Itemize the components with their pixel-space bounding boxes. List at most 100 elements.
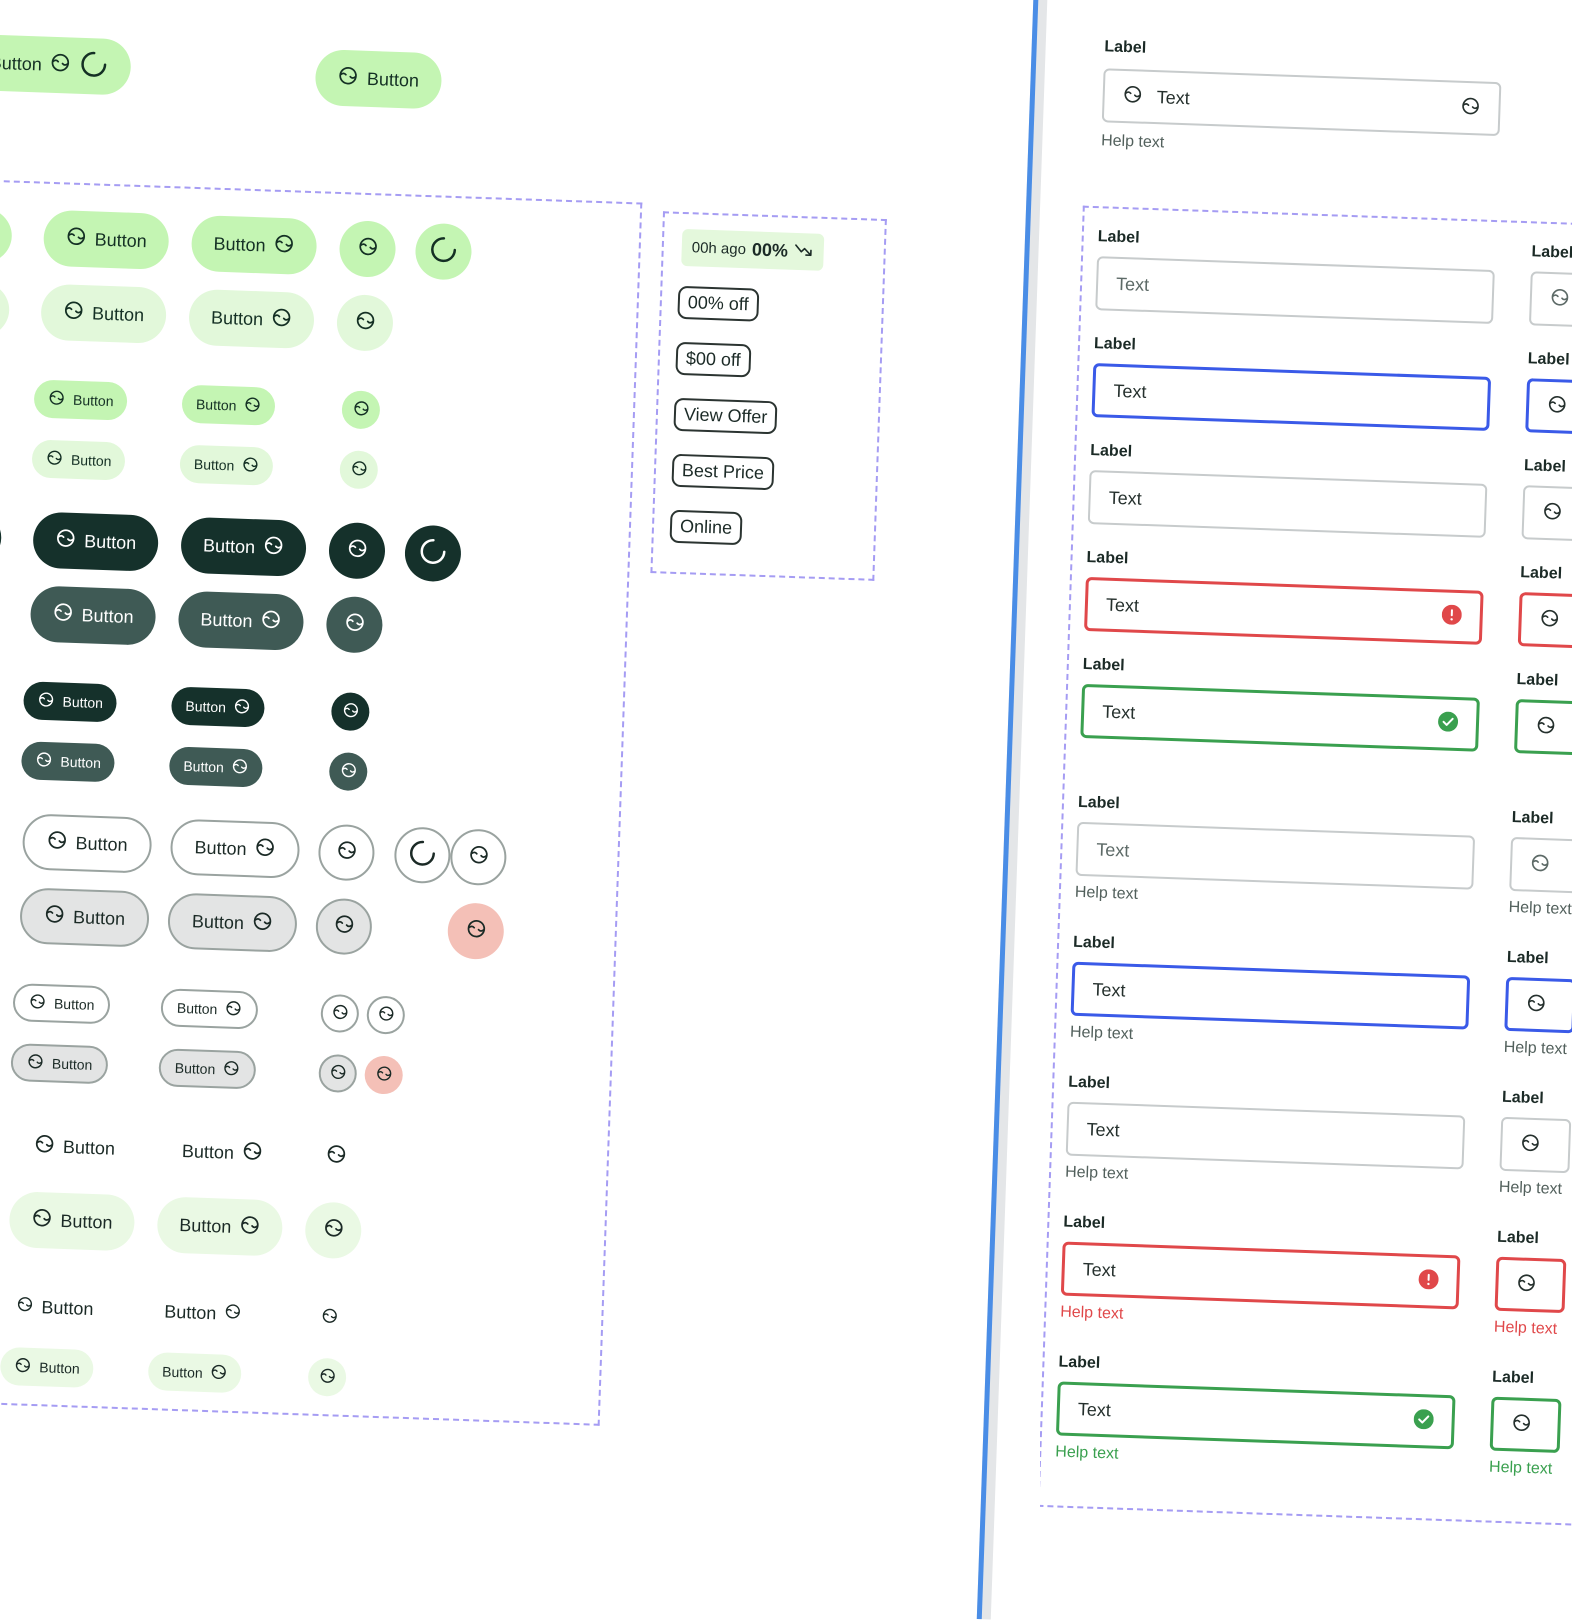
text-input-err[interactable]: Text: [1084, 576, 1484, 645]
button-icon-right-g1-lg[interactable]: Button: [190, 214, 318, 276]
text-input-focus[interactable]: [1525, 378, 1572, 435]
button-icon-right-o1-lg[interactable]: Button: [169, 818, 301, 879]
button-icon-left-o2-lg[interactable]: Button: [19, 887, 151, 948]
icon-button-o1-lg[interactable]: [317, 823, 376, 882]
smiley-icon: [1460, 95, 1481, 121]
button-icon-left-o2-sm[interactable]: Button: [10, 1043, 110, 1085]
button-icon-left-o1-lg[interactable]: Button: [21, 813, 153, 874]
button-label: Button: [70, 451, 112, 470]
button-icon-left-gp-lg[interactable]: Button: [8, 1191, 136, 1252]
button-icon-right-g2-sm[interactable]: Button: [179, 444, 275, 486]
button-icon-right-d1-sm[interactable]: Button: [170, 686, 266, 728]
button-label: Button: [53, 995, 95, 1013]
icon-button-gp-lg[interactable]: [304, 1201, 363, 1260]
icon-button-o2-lg[interactable]: [314, 897, 373, 956]
text-input-icons[interactable]: Text: [1101, 68, 1502, 137]
button-icon-left-d2-sm[interactable]: Button: [20, 741, 116, 783]
button-icon-right-gh-lg[interactable]: Button: [159, 1122, 286, 1182]
smiley-icon: [1530, 852, 1551, 878]
loading-icon-button[interactable]: [414, 222, 473, 281]
button-icon-right-g1-sm[interactable]: Button: [181, 384, 277, 426]
icon-button-gp-sm[interactable]: [307, 1357, 347, 1397]
button-label: Button: [60, 1210, 113, 1233]
button-icon-left-g2-lg[interactable]: Button: [40, 283, 168, 344]
button-icon-left-o1-sm[interactable]: Button: [12, 983, 112, 1025]
button-icon-right-d2-sm[interactable]: Button: [168, 746, 264, 788]
button-icon-left-d1-lg[interactable]: Button: [32, 511, 160, 572]
icon-button-o2-sm[interactable]: [318, 1053, 358, 1094]
icon-button-g1-lg[interactable]: [338, 220, 397, 278]
button-icon-right-gp-sm[interactable]: Button: [147, 1352, 243, 1394]
icon-button-g2-sm[interactable]: [339, 450, 379, 490]
button-label: Button: [94, 228, 148, 251]
button-icon-left-g2-sm[interactable]: Button: [31, 439, 127, 481]
button-icon-left-gh-sm[interactable]: Button: [2, 1287, 108, 1329]
button-icon-left-d1-sm[interactable]: Button: [22, 681, 118, 723]
button-icon-right-o2-sm[interactable]: Button: [158, 1048, 257, 1090]
chip-4[interactable]: Online: [669, 509, 743, 546]
destructive-icon-button[interactable]: [364, 1055, 404, 1095]
chip-2[interactable]: View Offer: [673, 397, 778, 435]
button-icon-right-d1-lg[interactable]: Button: [180, 516, 308, 577]
outline-icon-button[interactable]: [366, 995, 406, 1035]
smiley-icon: [49, 52, 71, 79]
smiley-icon: [375, 1065, 393, 1086]
text-input-filled[interactable]: [1521, 485, 1572, 542]
button-icon-left-d2-lg[interactable]: Button: [29, 585, 157, 646]
chip-3[interactable]: Best Price: [671, 453, 775, 491]
destructive-icon-button[interactable]: [446, 902, 505, 961]
smiley-icon: [16, 1295, 34, 1318]
field-label: Label: [1077, 793, 1121, 813]
smiley-icon: [242, 456, 260, 477]
button-icon-right-o2-lg[interactable]: Button: [167, 892, 298, 953]
text-input-err[interactable]: [1494, 1256, 1567, 1314]
smiley-icon: [254, 836, 276, 863]
button-icon-right-gh-sm[interactable]: Button: [150, 1292, 256, 1334]
button-label: Button: [91, 302, 145, 325]
text-input-default[interactable]: [1509, 836, 1572, 894]
button-label: Button: [191, 910, 245, 933]
button-icon-right-d2-lg[interactable]: Button: [177, 590, 305, 651]
button-icon-right-o1-sm[interactable]: Button: [160, 988, 260, 1030]
text-input-default[interactable]: [1528, 271, 1572, 328]
button-icon-left-gp-sm[interactable]: Button: [0, 1346, 95, 1389]
button-icon-right-g2-lg[interactable]: Button: [188, 288, 316, 350]
button-label: Button: [83, 530, 137, 553]
smiley-icon: [241, 1140, 263, 1167]
icon-button-gh-lg[interactable]: [307, 1127, 365, 1185]
text-input-ok[interactable]: [1514, 699, 1572, 756]
chip-0[interactable]: 00% off: [677, 285, 760, 322]
outline-icon-button[interactable]: [449, 828, 508, 887]
help-text: Help text: [1503, 1038, 1568, 1059]
field-label: Label: [1104, 38, 1147, 57]
text-input-err[interactable]: [1517, 592, 1572, 649]
buttons-board: Button Button Button Button Button Button Bu…: [0, 0, 1039, 1426]
text-input-focus[interactable]: [1504, 976, 1572, 1034]
loading-icon-button[interactable]: [403, 524, 462, 583]
button-label: Button: [202, 534, 256, 557]
icon-button-d2-lg[interactable]: [325, 595, 384, 654]
text-input-ok[interactable]: Text: [1055, 1381, 1456, 1450]
button-icon-right-gp-lg[interactable]: Button: [156, 1196, 284, 1257]
loading-button[interactable]: Button: [0, 33, 132, 96]
loading-icon-button[interactable]: [393, 826, 452, 885]
icon-button-d1-sm[interactable]: [330, 692, 371, 732]
icon-button-d2-sm[interactable]: [328, 751, 368, 792]
text-input-filled[interactable]: [1499, 1116, 1572, 1174]
text-input-ok[interactable]: Text: [1080, 683, 1480, 752]
button-icon-left-g1-lg[interactable]: Button: [42, 209, 170, 271]
icon-button-gh-sm[interactable]: [310, 1298, 349, 1337]
icon-button-o1-sm[interactable]: [320, 993, 360, 1034]
inputs-board: Label Text Help text Label Text Label Label…: [1040, 0, 1572, 1572]
icon-button-d1-lg[interactable]: [328, 521, 386, 580]
icon-button-g2-lg[interactable]: [335, 293, 394, 352]
text-input-ok[interactable]: [1489, 1396, 1562, 1454]
button-icon-left-g1-sm[interactable]: Button: [33, 379, 129, 421]
primary-button-top[interactable]: Button: [314, 49, 443, 110]
chip-1[interactable]: $00 off: [675, 341, 752, 378]
button-grid: Button Button Button Button Button Button Butt…: [0, 0, 1039, 1397]
smiley-icon: [331, 1003, 349, 1024]
icon-button-g1-sm[interactable]: [341, 390, 381, 430]
button-icon-left-gh-lg[interactable]: Button: [11, 1117, 138, 1177]
text-input-err[interactable]: Text: [1060, 1241, 1461, 1310]
